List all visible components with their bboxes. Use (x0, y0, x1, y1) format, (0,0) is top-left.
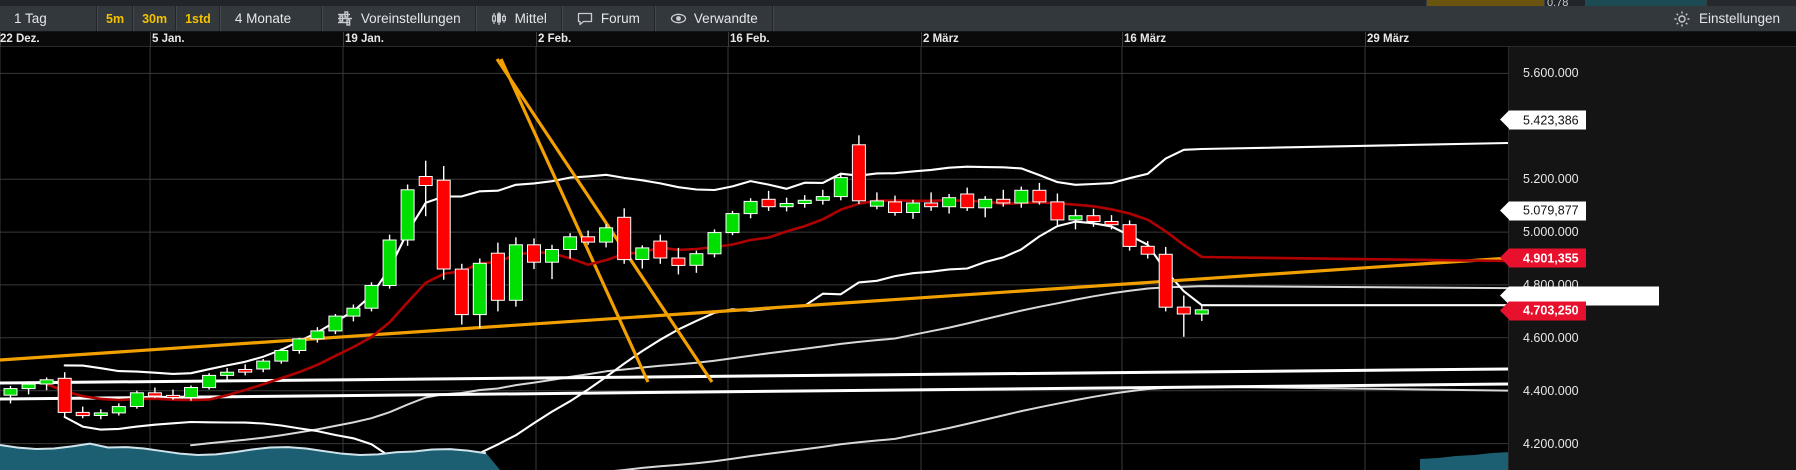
timeframe-1std-label: 1std (185, 11, 211, 26)
date-tick-7: 29 März (1367, 33, 1410, 45)
related-label: Verwandte (693, 11, 758, 26)
candles (3, 135, 1209, 420)
speech-bubble-icon (577, 11, 594, 26)
table-cell-highlight (1427, 0, 1545, 6)
table-cell-value-text: 0,78 (1547, 0, 1569, 9)
table-cell-teal (1585, 0, 1707, 6)
timeframe-30m-label: 30m (142, 11, 168, 26)
date-tick-2: 19 Jan. (345, 33, 384, 45)
timeframe-30m[interactable]: 30m (133, 6, 177, 31)
upper-band-price-tag: 5.423,386 (1500, 110, 1586, 130)
interval-label: 1 Tag (14, 11, 47, 26)
interval-selector[interactable]: 1 Tag (0, 6, 97, 31)
candlestick-chart-plot[interactable] (0, 47, 1508, 470)
price-tick-5000000: 5.000.000 (1523, 225, 1579, 240)
volume-indicator (0, 442, 1508, 470)
chart-toolbar: 1 Tag 5m 30m 1std 4 Monate (0, 6, 1796, 32)
price-tick-5600000: 5.600.000 (1523, 66, 1579, 81)
price-tick-4600000: 4.600.000 (1523, 330, 1579, 345)
presets-label: Voreinstellungen (360, 11, 461, 26)
sliders-icon (337, 11, 354, 26)
timeframe-5m-label: 5m (106, 11, 125, 26)
average-label: Mittel (514, 11, 547, 26)
timeframe-1std[interactable]: 1std (176, 6, 220, 31)
mid-band-price-tag: 5.079,877 (1500, 201, 1586, 221)
price-tick-4200000: 4.200.000 (1523, 436, 1579, 451)
price-tick-4400000: 4.400.000 (1523, 383, 1579, 398)
toolbar-spacer (772, 6, 1663, 31)
candlestick-icon (491, 11, 508, 26)
date-tick-4: 16 Feb. (730, 33, 770, 45)
settings-label: Einstellungen (1698, 11, 1780, 26)
forum-label: Forum (600, 11, 640, 26)
table-cell-trailing (1707, 0, 1796, 6)
forum-button[interactable]: Forum (561, 6, 655, 31)
date-axis: 22 Dez. 5 Jan. 19 Jan. 2 Feb. 16 Feb. 2 … (0, 32, 1796, 47)
bollinger-bands (63, 141, 1508, 470)
table-cell-value: 0,78 (1545, 0, 1585, 9)
date-tick-5: 2 März (923, 33, 959, 45)
last-price-tag: 4.703,250 (1500, 301, 1586, 320)
average-button[interactable]: Mittel (475, 6, 562, 31)
date-tick-0: 22 Dez. (0, 33, 40, 45)
table-cell-blank (0, 0, 1427, 6)
date-tick-3: 2 Feb. (538, 33, 572, 45)
support-lines (0, 285, 1508, 470)
price-axis[interactable]: 5.600.000 5.200.000 5.000.000 4.800.000 … (1500, 47, 1796, 470)
hidden-band-price-tag (1500, 286, 1659, 305)
timeframe-5m[interactable]: 5m (97, 6, 134, 31)
chart-svg (0, 47, 1508, 470)
range-label: 4 Monate (234, 11, 292, 26)
trendlines (0, 58, 1508, 383)
related-button[interactable]: Verwandte (654, 6, 773, 31)
date-tick-6: 16 März (1124, 33, 1167, 45)
range-selector[interactable]: 4 Monate (219, 6, 322, 31)
table-row-sliver: 0,78 (0, 0, 1796, 9)
trendline-price-tag: 4.901,355 (1500, 248, 1586, 268)
presets-button[interactable]: Voreinstellungen (321, 6, 476, 31)
settings-button[interactable]: Einstellungen (1663, 6, 1796, 31)
eye-icon (670, 11, 687, 26)
date-tick-1: 5 Jan. (152, 33, 185, 45)
price-tick-5200000: 5.200.000 (1523, 172, 1579, 187)
gear-icon (1673, 10, 1691, 28)
